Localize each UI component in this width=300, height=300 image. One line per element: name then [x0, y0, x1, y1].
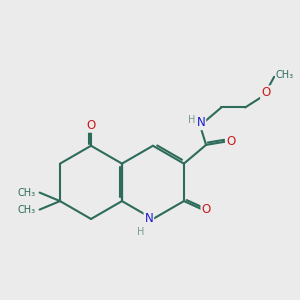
Text: O: O — [201, 203, 211, 216]
Text: H: H — [137, 227, 145, 237]
Text: O: O — [86, 119, 96, 132]
Text: H: H — [188, 115, 195, 125]
Text: CH₃: CH₃ — [276, 70, 294, 80]
Text: CH₃: CH₃ — [17, 188, 35, 198]
Text: O: O — [226, 135, 235, 148]
Text: N: N — [145, 212, 153, 226]
Text: N: N — [196, 116, 205, 129]
Text: CH₃: CH₃ — [17, 205, 35, 214]
Text: O: O — [261, 86, 270, 99]
